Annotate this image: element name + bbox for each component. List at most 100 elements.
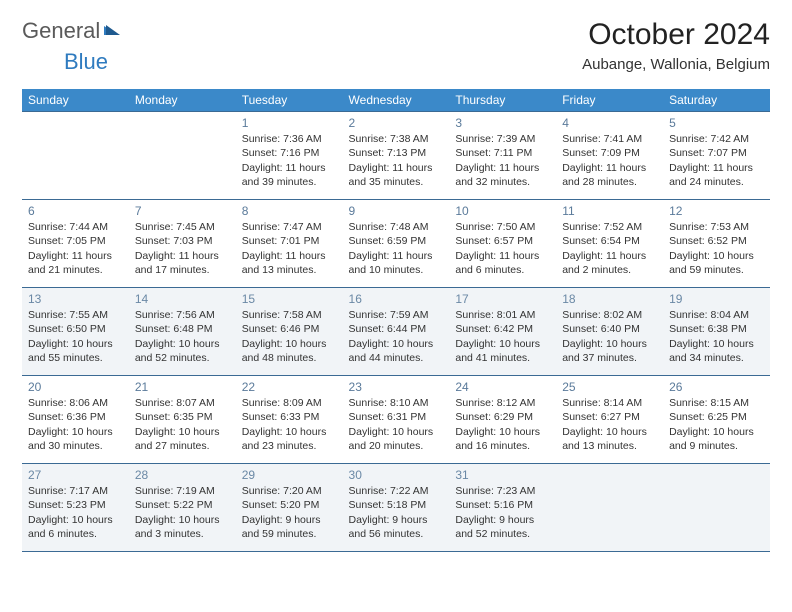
day-number: 20 (28, 379, 123, 395)
daylight-text: Daylight: 11 hours and 10 minutes. (349, 249, 444, 277)
day-number: 21 (135, 379, 230, 395)
flag-icon (104, 21, 124, 42)
sunrise-text: Sunrise: 7:38 AM (349, 132, 444, 146)
day-number: 26 (669, 379, 764, 395)
calendar-week-row: 1Sunrise: 7:36 AMSunset: 7:16 PMDaylight… (22, 112, 770, 200)
sunrise-text: Sunrise: 7:22 AM (349, 484, 444, 498)
day-number: 23 (349, 379, 444, 395)
calendar-day-cell: 31Sunrise: 7:23 AMSunset: 5:16 PMDayligh… (449, 464, 556, 552)
sunset-text: Sunset: 6:54 PM (562, 234, 657, 248)
header: General October 2024 Aubange, Wallonia, … (22, 18, 770, 73)
daylight-text: Daylight: 9 hours and 59 minutes. (242, 513, 337, 541)
calendar-day-cell: 3Sunrise: 7:39 AMSunset: 7:11 PMDaylight… (449, 112, 556, 200)
calendar-day-cell: 6Sunrise: 7:44 AMSunset: 7:05 PMDaylight… (22, 200, 129, 288)
sunset-text: Sunset: 6:40 PM (562, 322, 657, 336)
daylight-text: Daylight: 10 hours and 13 minutes. (562, 425, 657, 453)
day-number: 31 (455, 467, 550, 483)
sunrise-text: Sunrise: 7:19 AM (135, 484, 230, 498)
sunrise-text: Sunrise: 8:07 AM (135, 396, 230, 410)
calendar-day-cell: 21Sunrise: 8:07 AMSunset: 6:35 PMDayligh… (129, 376, 236, 464)
calendar-day-cell: 20Sunrise: 8:06 AMSunset: 6:36 PMDayligh… (22, 376, 129, 464)
day-number: 15 (242, 291, 337, 307)
sunrise-text: Sunrise: 7:58 AM (242, 308, 337, 322)
sunset-text: Sunset: 5:22 PM (135, 498, 230, 512)
sunrise-text: Sunrise: 7:39 AM (455, 132, 550, 146)
calendar-week-row: 13Sunrise: 7:55 AMSunset: 6:50 PMDayligh… (22, 288, 770, 376)
day-number: 11 (562, 203, 657, 219)
calendar-week-row: 27Sunrise: 7:17 AMSunset: 5:23 PMDayligh… (22, 464, 770, 552)
day-number: 10 (455, 203, 550, 219)
sunrise-text: Sunrise: 7:47 AM (242, 220, 337, 234)
sunset-text: Sunset: 6:44 PM (349, 322, 444, 336)
day-number: 18 (562, 291, 657, 307)
calendar-day-cell: 9Sunrise: 7:48 AMSunset: 6:59 PMDaylight… (343, 200, 450, 288)
title-block: October 2024 Aubange, Wallonia, Belgium (582, 18, 770, 73)
daylight-text: Daylight: 10 hours and 41 minutes. (455, 337, 550, 365)
calendar-day-cell: 4Sunrise: 7:41 AMSunset: 7:09 PMDaylight… (556, 112, 663, 200)
daylight-text: Daylight: 10 hours and 48 minutes. (242, 337, 337, 365)
sunset-text: Sunset: 5:20 PM (242, 498, 337, 512)
day-number: 5 (669, 115, 764, 131)
sunset-text: Sunset: 7:11 PM (455, 146, 550, 160)
daylight-text: Daylight: 9 hours and 52 minutes. (455, 513, 550, 541)
sunset-text: Sunset: 7:05 PM (28, 234, 123, 248)
daylight-text: Daylight: 10 hours and 37 minutes. (562, 337, 657, 365)
calendar-day-cell: 30Sunrise: 7:22 AMSunset: 5:18 PMDayligh… (343, 464, 450, 552)
daylight-text: Daylight: 10 hours and 3 minutes. (135, 513, 230, 541)
calendar-day-cell (556, 464, 663, 552)
weekday-header: Thursday (449, 89, 556, 112)
calendar-day-cell: 17Sunrise: 8:01 AMSunset: 6:42 PMDayligh… (449, 288, 556, 376)
weekday-header: Wednesday (343, 89, 450, 112)
weekday-header: Friday (556, 89, 663, 112)
sunrise-text: Sunrise: 7:41 AM (562, 132, 657, 146)
daylight-text: Daylight: 11 hours and 24 minutes. (669, 161, 764, 189)
calendar-day-cell: 19Sunrise: 8:04 AMSunset: 6:38 PMDayligh… (663, 288, 770, 376)
day-number: 7 (135, 203, 230, 219)
day-number: 16 (349, 291, 444, 307)
sunset-text: Sunset: 6:25 PM (669, 410, 764, 424)
calendar-day-cell: 7Sunrise: 7:45 AMSunset: 7:03 PMDaylight… (129, 200, 236, 288)
day-number: 29 (242, 467, 337, 483)
daylight-text: Daylight: 11 hours and 21 minutes. (28, 249, 123, 277)
day-number: 28 (135, 467, 230, 483)
sunset-text: Sunset: 7:13 PM (349, 146, 444, 160)
day-number: 2 (349, 115, 444, 131)
sunset-text: Sunset: 6:36 PM (28, 410, 123, 424)
sunset-text: Sunset: 5:18 PM (349, 498, 444, 512)
sunrise-text: Sunrise: 8:10 AM (349, 396, 444, 410)
sunrise-text: Sunrise: 7:50 AM (455, 220, 550, 234)
sunrise-text: Sunrise: 8:01 AM (455, 308, 550, 322)
sunrise-text: Sunrise: 7:53 AM (669, 220, 764, 234)
sunset-text: Sunset: 6:46 PM (242, 322, 337, 336)
sunset-text: Sunset: 6:42 PM (455, 322, 550, 336)
sunset-text: Sunset: 6:48 PM (135, 322, 230, 336)
calendar-day-cell: 11Sunrise: 7:52 AMSunset: 6:54 PMDayligh… (556, 200, 663, 288)
sunset-text: Sunset: 5:16 PM (455, 498, 550, 512)
calendar-day-cell: 12Sunrise: 7:53 AMSunset: 6:52 PMDayligh… (663, 200, 770, 288)
daylight-text: Daylight: 10 hours and 34 minutes. (669, 337, 764, 365)
sunrise-text: Sunrise: 8:06 AM (28, 396, 123, 410)
daylight-text: Daylight: 11 hours and 13 minutes. (242, 249, 337, 277)
sunrise-text: Sunrise: 7:42 AM (669, 132, 764, 146)
calendar-day-cell: 1Sunrise: 7:36 AMSunset: 7:16 PMDaylight… (236, 112, 343, 200)
sunset-text: Sunset: 6:27 PM (562, 410, 657, 424)
sunrise-text: Sunrise: 7:44 AM (28, 220, 123, 234)
daylight-text: Daylight: 11 hours and 39 minutes. (242, 161, 337, 189)
location: Aubange, Wallonia, Belgium (582, 56, 770, 73)
sunset-text: Sunset: 7:03 PM (135, 234, 230, 248)
logo-text-gray: General (22, 18, 100, 44)
calendar-day-cell: 14Sunrise: 7:56 AMSunset: 6:48 PMDayligh… (129, 288, 236, 376)
sunrise-text: Sunrise: 8:12 AM (455, 396, 550, 410)
sunset-text: Sunset: 5:23 PM (28, 498, 123, 512)
sunrise-text: Sunrise: 8:14 AM (562, 396, 657, 410)
sunset-text: Sunset: 6:38 PM (669, 322, 764, 336)
calendar-day-cell: 28Sunrise: 7:19 AMSunset: 5:22 PMDayligh… (129, 464, 236, 552)
sunrise-text: Sunrise: 8:09 AM (242, 396, 337, 410)
calendar-day-cell: 22Sunrise: 8:09 AMSunset: 6:33 PMDayligh… (236, 376, 343, 464)
daylight-text: Daylight: 10 hours and 30 minutes. (28, 425, 123, 453)
sunset-text: Sunset: 7:16 PM (242, 146, 337, 160)
calendar-day-cell: 5Sunrise: 7:42 AMSunset: 7:07 PMDaylight… (663, 112, 770, 200)
sunset-text: Sunset: 6:35 PM (135, 410, 230, 424)
sunset-text: Sunset: 6:33 PM (242, 410, 337, 424)
calendar-day-cell: 29Sunrise: 7:20 AMSunset: 5:20 PMDayligh… (236, 464, 343, 552)
